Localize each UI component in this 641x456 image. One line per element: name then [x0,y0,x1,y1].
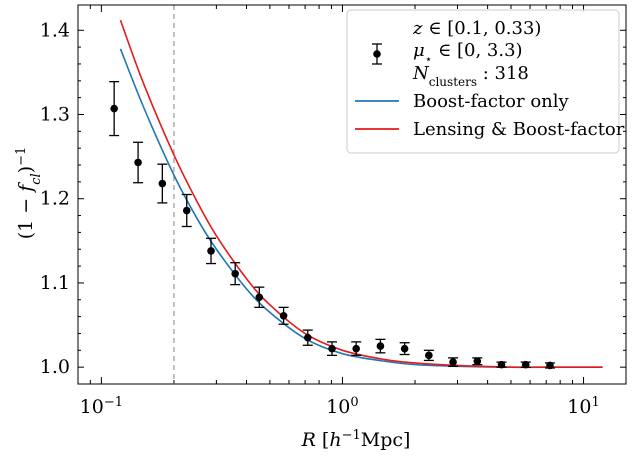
data-marker [521,360,530,369]
data-marker [110,104,118,113]
data-point [520,360,531,369]
y-tick-label: 1.2 [40,188,70,210]
data-marker [255,293,264,302]
legend-entry-label: Lensing & Boost-factor [413,119,625,140]
data-point [496,360,507,369]
data-point [254,286,265,309]
data-point [448,357,459,367]
legend-box [346,9,620,154]
data-point [544,361,555,370]
legend-data-marker [373,50,381,58]
y-tick-group: 1.0 1.1 1.2 1.3 1.4 [40,19,626,378]
data-marker [182,206,191,215]
data-marker [497,360,506,369]
data-marker [207,247,215,255]
data-point [399,342,410,356]
y-tick-label: 1.4 [40,19,70,41]
data-marker [303,333,312,342]
data-point [375,338,386,354]
data-point [181,193,192,228]
legend-redshift-range: z ∈ [0.1, 0.33) [412,18,541,39]
legend: z ∈ [0.1, 0.33)μ⋆ ∈ [0, 3.3)Nclusters : … [346,9,625,154]
plot-frame [77,4,627,385]
data-point [157,163,168,204]
data-point [472,357,483,366]
legend-mu-range: μ⋆ ∈ [0, 3.3) [413,40,523,66]
data-marker [279,311,288,320]
data-marker [352,344,360,353]
y-axis-label: (1 − fcl)−1 [14,147,44,240]
data-point [302,329,313,346]
x-tick-label: 101 [567,395,599,419]
data-marker [231,269,239,278]
x-tick-label: 10−1 [80,395,123,419]
data-point [327,341,338,357]
x-axis-label: R [h−1Mpc] [301,428,411,452]
legend-entry-label: Boost-factor only [413,91,570,112]
data-points-group [109,80,555,370]
y-tick-label: 1.3 [40,103,70,125]
data-marker [473,357,482,366]
data-point [351,341,362,357]
legend-cluster-count: Nclusters : 318 [412,63,529,89]
data-point [423,349,434,362]
x-tick-group: 10−1 100 101 [77,5,600,419]
data-point [206,237,217,265]
y-tick-label: 1.0 [40,356,70,378]
x-tick-label: 100 [326,395,358,419]
data-marker [425,351,433,360]
data-marker [328,344,336,353]
data-marker [449,358,457,366]
data-marker [376,342,385,350]
data-marker [546,361,554,370]
data-point [133,141,144,184]
data-marker [400,344,409,353]
data-point [109,80,120,137]
data-point [230,262,241,286]
data-marker [134,158,142,167]
data-point [278,306,289,325]
y-tick-label: 1.1 [40,272,70,294]
data-marker [158,179,167,188]
curve-lensing-boost-factor [119,19,603,369]
